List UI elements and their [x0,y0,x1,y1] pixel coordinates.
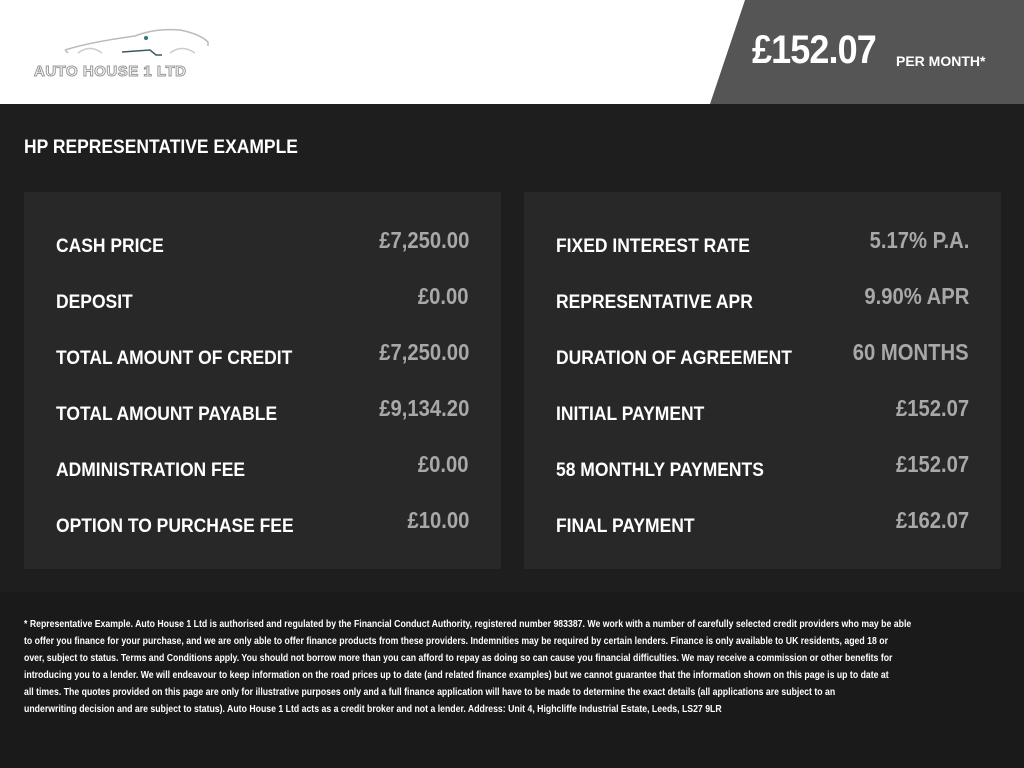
disclaimer-line: underwriting decision and are subject to… [24,703,722,715]
finance-panel-right: FIXED INTEREST RATE 5.17% P.A. REPRESENTAT… [524,192,1001,569]
monthly-price: £152.07 [752,28,877,72]
finance-label: DURATION OF AGREEMENT [556,348,792,369]
finance-panel-left: CASH PRICE £7,250.00 DEPOSIT £0.00 TOTAL AMO… [24,192,501,569]
finance-value: 9.90% APR [864,283,969,309]
finance-label: FIXED INTEREST RATE [556,236,750,257]
finance-value: £152.07 [895,395,969,421]
finance-row: INITIAL PAYMENT £152.07 [556,395,969,426]
finance-value: 5.17% P.A. [869,227,969,253]
per-month-label: PER MONTH* [896,53,986,69]
finance-row: TOTAL AMOUNT OF CREDIT £7,250.00 [56,339,469,370]
disclaimer-line: all times. The quotes provided on this p… [24,686,836,698]
finance-row: FIXED INTEREST RATE 5.17% P.A. [556,227,969,258]
finance-label: 58 MONTHLY PAYMENTS [556,460,764,481]
car-logo-icon [64,28,209,56]
finance-row: FINAL PAYMENT £162.07 [556,507,969,538]
disclaimer-line: * Representative Example. Auto House 1 L… [24,618,912,630]
finance-row: DURATION OF AGREEMENT 60 MONTHS [556,339,969,370]
finance-value: £7,250.00 [378,227,469,253]
finance-row: CASH PRICE £7,250.00 [56,227,469,258]
disclaimer-line: over, subject to status. Terms and Condi… [24,652,893,664]
disclaimer: * Representative Example. Auto House 1 L… [24,616,1024,718]
finance-value: £9,134.20 [378,395,469,421]
finance-value: £10.00 [407,507,469,533]
disclaimer-line: to offer you finance for your purchase, … [24,635,888,647]
finance-value: £7,250.00 [378,339,469,365]
finance-row: 58 MONTHLY PAYMENTS £152.07 [556,451,969,482]
price-box [710,0,1024,104]
finance-row: DEPOSIT £0.00 [56,283,469,314]
finance-row: OPTION TO PURCHASE FEE £10.00 [56,507,469,538]
page-title: HP REPRESENTATIVE EXAMPLE [24,137,298,158]
finance-row: ADMINISTRATION FEE £0.00 [56,451,469,482]
finance-value: £162.07 [895,507,969,533]
logo-text: AUTO HOUSE 1 LTD [33,63,187,81]
finance-label: ADMINISTRATION FEE [56,460,246,481]
finance-value: £0.00 [418,451,469,477]
finance-label: INITIAL PAYMENT [556,404,705,425]
finance-label: TOTAL AMOUNT PAYABLE [56,404,278,425]
header: AUTO HOUSE 1 LTD £152.07 PER MONTH* [0,0,1024,104]
finance-row: TOTAL AMOUNT PAYABLE £9,134.20 [56,395,469,426]
finance-row: REPRESENTATIVE APR 9.90% APR [556,283,969,314]
finance-label: TOTAL AMOUNT OF CREDIT [56,348,293,369]
finance-value: £0.00 [418,283,469,309]
finance-label: OPTION TO PURCHASE FEE [56,516,294,537]
footer [0,592,1024,768]
finance-label: DEPOSIT [56,292,133,313]
finance-label: CASH PRICE [56,236,164,257]
disclaimer-line: introducing you to a lender. We will end… [24,669,889,681]
finance-value: 60 MONTHS [853,339,969,365]
finance-label: FINAL PAYMENT [556,516,695,537]
finance-value: £152.07 [895,451,969,477]
finance-label: REPRESENTATIVE APR [556,292,753,313]
